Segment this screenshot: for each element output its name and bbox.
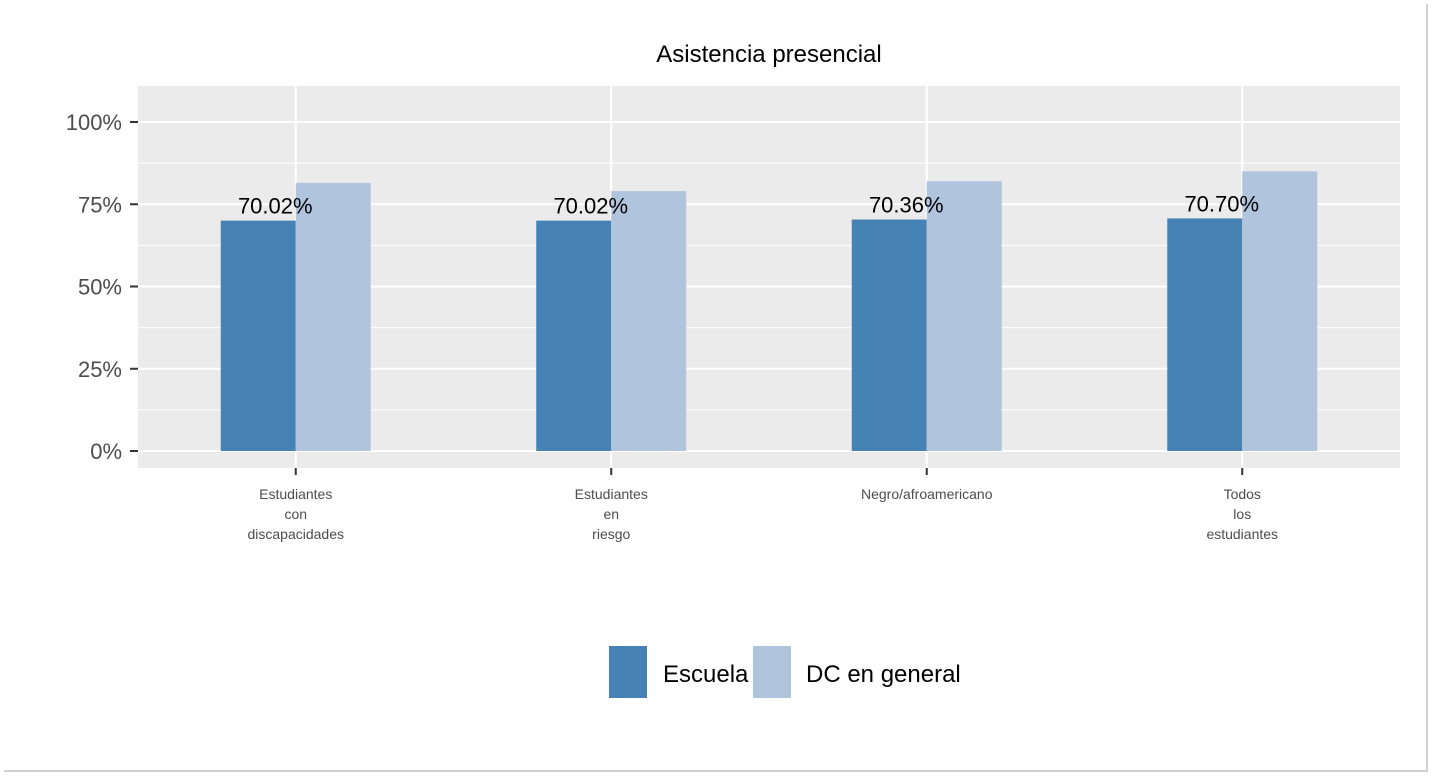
data-label: 70.70% [1184,191,1259,216]
y-tick-label: 50% [78,275,122,300]
bar-dc-1 [611,191,687,451]
chart-title: Asistencia presencial [656,41,881,68]
x-tick-label: Todos los estudiantes [1206,486,1278,542]
x-tick-label-line: en [603,506,619,522]
x-tick-label-line: con [284,506,307,522]
x-tick-label-line: Negro/afroamericano [861,486,993,502]
legend-label-escuela: Escuela [663,661,749,688]
x-axis: Estudiantes con discapacidades Estudiantes e… [247,468,1278,542]
data-label: 70.02% [238,194,313,219]
y-tick-label: 75% [78,192,122,217]
y-axis: 0% 25% 50% 75% 100% [66,110,138,464]
data-labels: 70.02% 70.02% 70.36% 70.70% [238,191,1259,218]
x-tick-label-line: Estudiantes [259,486,332,502]
bar-escuela-0 [220,220,296,451]
bar-dc-0 [295,182,371,452]
bar-escuela-3 [1167,218,1243,451]
y-tick-label: 0% [90,439,122,464]
x-tick-label: Estudiantes con discapacidades [247,486,344,542]
legend-label-dc: DC en general [806,661,961,688]
y-tick-label: 100% [66,110,122,135]
x-tick-label-line: estudiantes [1206,526,1278,542]
x-tick-label: Negro/afroamericano [861,486,993,502]
x-tick-label-line: Todos [1224,486,1261,502]
y-tick-label: 25% [78,357,122,382]
data-label: 70.02% [553,194,628,219]
x-tick-label-line: los [1233,506,1251,522]
bars [220,171,1318,452]
x-tick-label-line: riesgo [592,526,630,542]
legend-swatch-escuela [609,646,647,698]
legend: Escuela DC en general [609,646,961,698]
bar-escuela-2 [851,219,927,451]
legend-swatch-dc [753,646,791,698]
data-label: 70.36% [869,193,944,218]
bar-escuela-1 [536,220,612,451]
bar-dc-3 [1242,171,1318,451]
x-tick-label-line: discapacidades [247,526,344,542]
x-tick-label-line: Estudiantes [575,486,648,502]
x-tick-label: Estudiantes en riesgo [575,486,648,542]
bar-dc-2 [926,181,1002,451]
